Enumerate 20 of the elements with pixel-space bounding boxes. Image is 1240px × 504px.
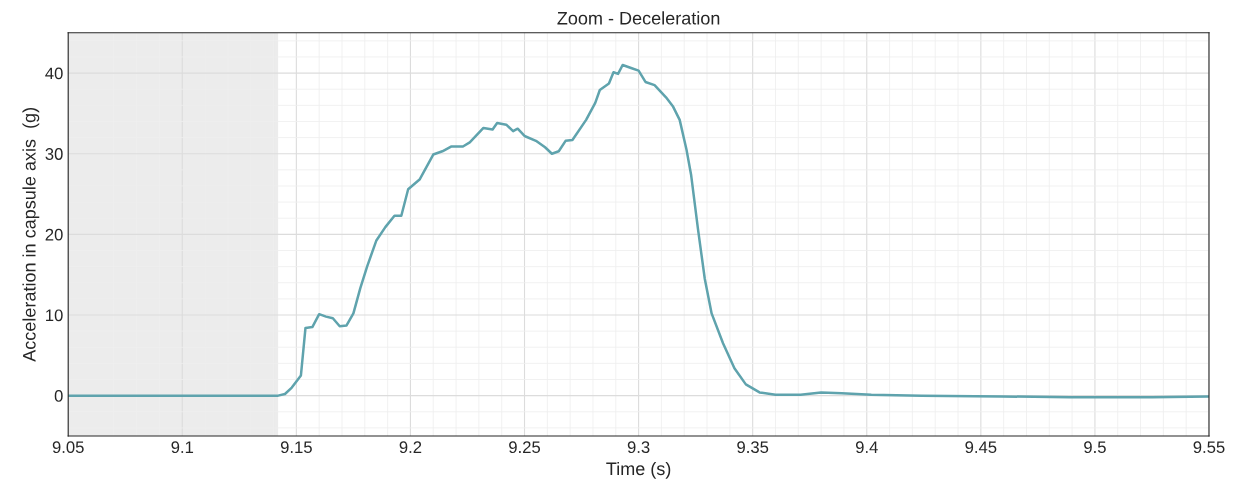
x-tick-label: 9.1 bbox=[171, 441, 194, 454]
x-axis-title: Time (s) bbox=[606, 461, 671, 479]
x-tick-label: 9.05 bbox=[52, 441, 84, 454]
x-tick-label: 9.25 bbox=[509, 441, 541, 454]
chart-title: Zoom - Deceleration bbox=[557, 11, 720, 25]
y-axis-title: Acceleration in capsule axis (g) bbox=[22, 108, 40, 362]
y-tick-label: 10 bbox=[46, 309, 63, 322]
x-tick-label: 9.3 bbox=[627, 441, 650, 454]
x-tick-label: 9.45 bbox=[965, 441, 997, 454]
y-tick-label: 0 bbox=[54, 390, 63, 402]
x-tick-label: 9.5 bbox=[1084, 441, 1106, 454]
line-series bbox=[68, 63, 1209, 399]
y-tick-label: 30 bbox=[45, 148, 63, 160]
x-tick-label: 9.35 bbox=[737, 441, 769, 454]
x-tick-label: 9.2 bbox=[399, 441, 422, 454]
y-tick-label: 20 bbox=[45, 228, 63, 241]
x-tick-label: 9.15 bbox=[280, 441, 312, 454]
y-tick-label: 40 bbox=[45, 67, 63, 80]
x-tick-label: 9.4 bbox=[855, 441, 878, 454]
x-tick-label: 9.55 bbox=[1193, 441, 1225, 454]
